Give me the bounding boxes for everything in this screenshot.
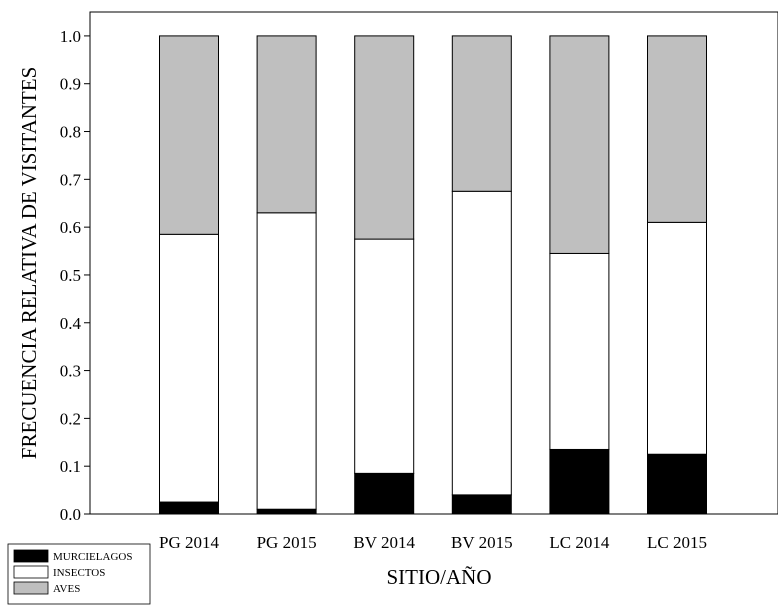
y-tick-label: 0.8 xyxy=(60,123,81,142)
bar-segment-murcielagos xyxy=(549,448,610,515)
bar-segment-murcielagos xyxy=(159,501,219,515)
y-tick-label: 0.3 xyxy=(60,362,81,381)
x-tick-label: BV 2014 xyxy=(353,533,415,552)
bar-segment-aves xyxy=(647,35,707,223)
bar-segment-insectos xyxy=(354,238,415,474)
y-tick-label: 0.7 xyxy=(60,170,82,189)
bar-segment-murcielagos xyxy=(256,508,317,515)
x-axis: PG 2014 PG 2015 BV 2014 BV 2015 LC 2014 LC 20… xyxy=(159,533,707,552)
bar-segment-aves xyxy=(354,35,415,240)
y-tick-label: 0.5 xyxy=(60,266,81,285)
legend-label-murcielagos: MURCIELAGOS xyxy=(53,551,132,563)
bar-segment-insectos xyxy=(256,212,317,510)
y-tick-label: 1.0 xyxy=(60,27,81,46)
bar-segment-aves xyxy=(159,35,219,235)
bar-segment-insectos xyxy=(159,233,219,503)
x-tick-label: PG 2014 xyxy=(159,533,219,552)
legend: MURCIELAGOS INSECTOS AVES xyxy=(7,543,151,605)
x-tick-label: BV 2015 xyxy=(451,533,513,552)
x-tick-label: PG 2015 xyxy=(257,533,317,552)
y-axis: 0.0 0.1 0.2 0.3 0.4 0.5 0.6 0.7 0.8 0.9 1.0 xyxy=(60,27,90,524)
y-tick-label: 0.2 xyxy=(60,409,81,428)
bar-segment-murcielagos xyxy=(354,472,415,515)
legend-label-insectos: INSECTOS xyxy=(53,567,105,579)
y-tick-label: 0.4 xyxy=(60,314,82,333)
x-tick-label: LC 2014 xyxy=(549,533,609,552)
x-tick-label: LC 2015 xyxy=(647,533,707,552)
bar-segment-aves xyxy=(549,35,610,254)
legend-label-aves: AVES xyxy=(53,583,80,595)
y-tick-label: 0.0 xyxy=(60,505,81,524)
bars xyxy=(159,35,707,515)
y-axis-title: FRECUENCIA RELATIVA DE VISITANTES xyxy=(17,67,41,459)
y-tick-label: 0.9 xyxy=(60,75,81,94)
bar-segment-murcielagos xyxy=(451,494,512,515)
y-tick-label: 0.1 xyxy=(60,457,81,476)
bar-segment-insectos xyxy=(549,252,610,450)
plot-frame xyxy=(89,11,778,515)
bar-segment-aves xyxy=(256,35,317,214)
legend-swatch-aves xyxy=(13,581,49,595)
bar-segment-aves xyxy=(451,35,512,192)
bar-segment-insectos xyxy=(647,221,707,455)
legend-swatch-murcielagos xyxy=(13,549,49,563)
bar-segment-murcielagos xyxy=(647,453,707,515)
bar-segment-insectos xyxy=(451,190,512,496)
y-tick-label: 0.6 xyxy=(60,218,81,237)
legend-swatch-insectos xyxy=(13,565,49,579)
x-axis-title: SITIO/AÑO xyxy=(387,565,492,589)
